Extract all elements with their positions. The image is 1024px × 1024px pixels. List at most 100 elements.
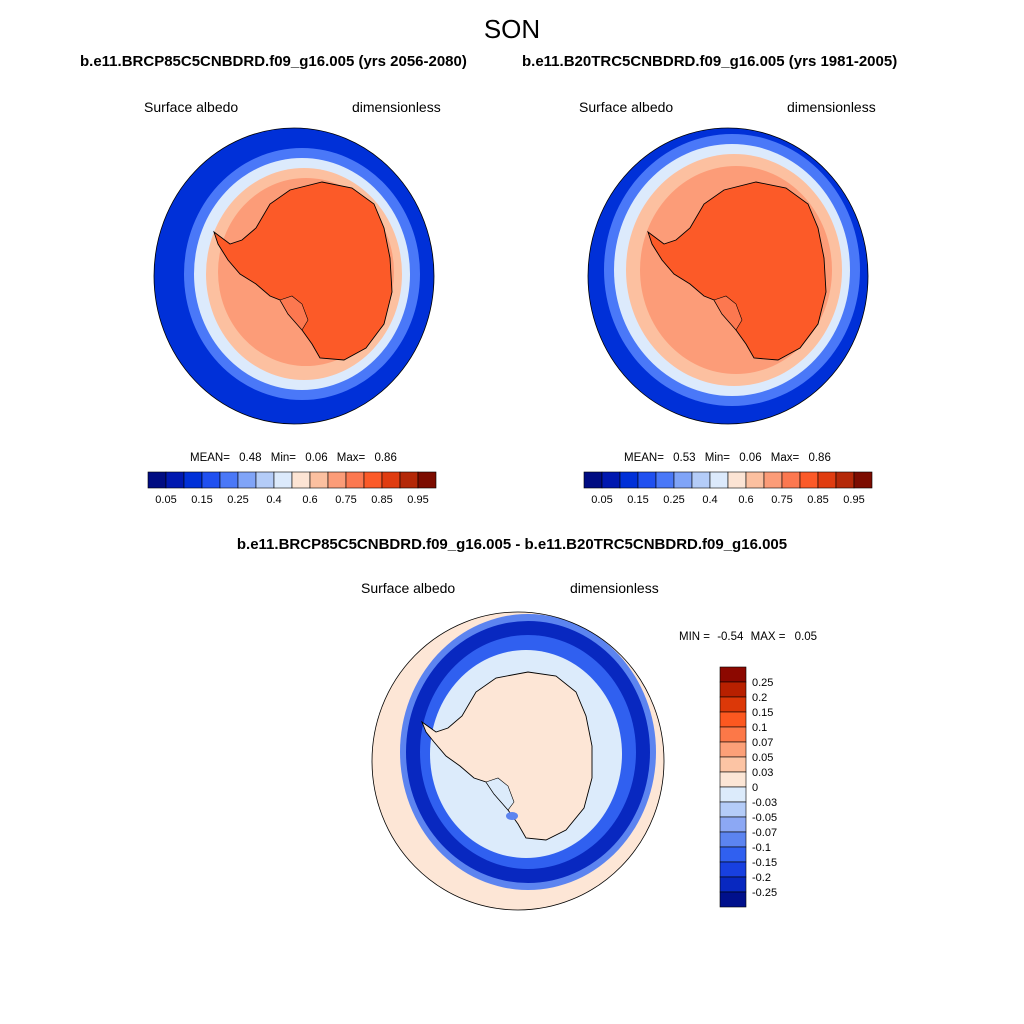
panel2-colorbar-box-7 <box>709 471 729 489</box>
diff-colorbar-tick-label: -0.15 <box>752 857 777 869</box>
diff-colorbar-box-3 <box>719 711 747 728</box>
panel1-colorbar-tick-label: 0.15 <box>191 494 212 506</box>
panel1-colorbar-box-15 <box>417 471 437 489</box>
panel2-units-label: dimensionless <box>787 99 876 115</box>
diff-colorbar-tick-label: 0.07 <box>752 737 773 749</box>
diff-colorbar-tick-label: -0.07 <box>752 827 777 839</box>
panel1-colorbar-box-0 <box>147 471 167 489</box>
panel2-colorbar-box-0 <box>583 471 603 489</box>
panel1-colorbar-box-7 <box>273 471 293 489</box>
panel1-colorbar-box-2 <box>183 471 203 489</box>
panel2-mean-label: MEAN= <box>624 452 664 464</box>
panel2-colorbar-tick-label: 0.25 <box>663 494 684 506</box>
panel2-min-value: 0.06 <box>739 452 762 464</box>
diff-colorbar-box-15 <box>719 891 747 908</box>
panel2-map-border <box>587 127 869 425</box>
diff-max-label: MAX = <box>750 631 786 643</box>
panel1-colorbar-tick-label: 0.4 <box>266 494 281 506</box>
diff-colorbar-box-8 <box>719 786 747 803</box>
panel1-colorbar-tick-label: 0.85 <box>371 494 392 506</box>
diff-colorbar-box-5 <box>719 741 747 758</box>
panel2-stats: MEAN= 0.53 Min= 0.06 Max= 0.86 <box>624 452 831 464</box>
panel2-map <box>587 127 869 425</box>
panel2-colorbar-box-8 <box>727 471 747 489</box>
panel1-colorbar-tick-label: 0.75 <box>335 494 356 506</box>
diff-variable-label: Surface albedo <box>361 580 456 596</box>
panel2-min-label: Min= <box>704 452 730 464</box>
panel1-antarctica <box>213 181 393 361</box>
panel2-colorbar-box-1 <box>601 471 621 489</box>
panel2-colorbar-box-15 <box>853 471 873 489</box>
diff-colorbar-box-9 <box>719 801 747 818</box>
panel1-variable-label: Surface albedo <box>144 99 239 115</box>
panel2-colorbar-tick-label: 0.4 <box>702 494 717 506</box>
panel1-title: b.e11.BRCP85C5CNBDRD.f09_g16.005 (yrs 20… <box>80 53 467 70</box>
panel1-colorbar-tick-label: 0.95 <box>407 494 428 506</box>
panel2-colorbar-box-2 <box>619 471 639 489</box>
panel1-mean-label: MEAN= <box>190 452 230 464</box>
diff-min-value: -0.54 <box>717 631 744 643</box>
panel2-colorbar-box-12 <box>799 471 819 489</box>
diff-colorbar-box-0 <box>719 666 747 683</box>
panel2-colorbar-tick-label: 0.75 <box>771 494 792 506</box>
panel2-colorbar-tick-label: 0.15 <box>627 494 648 506</box>
diff-min-label: MIN = <box>679 631 710 643</box>
diff-ross-sea-anomaly <box>506 812 518 820</box>
panel1-colorbar-box-13 <box>381 471 401 489</box>
diff-colorbar-box-12 <box>719 846 747 863</box>
panel1-ross-ice-shelf <box>279 295 309 331</box>
diff-ross-ice-shelf <box>485 777 515 811</box>
panel1-mean-value: 0.48 <box>239 452 262 464</box>
panel1-min-value: 0.06 <box>305 452 328 464</box>
diff-units-label: dimensionless <box>570 580 659 596</box>
diff-colorbar-tick-label: 0.25 <box>752 677 773 689</box>
panel1-colorbar-box-8 <box>291 471 311 489</box>
diff-colorbar-tick-label: 0.15 <box>752 707 773 719</box>
diff-colorbar-box-4 <box>719 726 747 743</box>
panel1-colorbar-box-10 <box>327 471 347 489</box>
diff-colorbar-tick-label: 0.1 <box>752 722 767 734</box>
panel1-min-label: Min= <box>270 452 296 464</box>
panel1-colorbar-box-4 <box>219 471 239 489</box>
panel1-colorbar-box-9 <box>309 471 329 489</box>
diff-antarctica <box>421 671 593 841</box>
diff-colorbar-tick-label: -0.25 <box>752 887 777 899</box>
diff-colorbar-tick-label: -0.1 <box>752 842 771 854</box>
panel2-colorbar-tick-label: 0.85 <box>807 494 828 506</box>
panel1-colorbar-box-5 <box>237 471 257 489</box>
diff-colorbar-tick-label: 0.05 <box>752 752 773 764</box>
diff-colorbar-box-10 <box>719 816 747 833</box>
diff-colorbar-tick-label: 0.03 <box>752 767 773 779</box>
panel1-colorbar: 0.05 0.15 0.25 0.4 0.6 0.75 0.85 0.95 <box>147 471 437 506</box>
diff-colorbar-tick-label: 0 <box>752 782 758 794</box>
diff-max-value: 0.05 <box>794 631 818 643</box>
panel2-colorbar-box-9 <box>745 471 765 489</box>
panel2-variable-label: Surface albedo <box>579 99 674 115</box>
diff-colorbar-box-1 <box>719 681 747 698</box>
panel2-colorbar-box-10 <box>763 471 783 489</box>
panel1-colorbar-box-11 <box>345 471 365 489</box>
diff-stats: MIN = -0.54 MAX = 0.05 <box>679 631 817 643</box>
panel2-colorbar-box-11 <box>781 471 801 489</box>
panel1-max-label: Max= <box>336 452 366 464</box>
diff-colorbar-tick-label: -0.2 <box>752 872 771 884</box>
panel1-map <box>153 127 435 425</box>
panel1-colorbar-box-1 <box>165 471 185 489</box>
diff-colorbar-tick-label: -0.03 <box>752 797 777 809</box>
diff-colorbar-tick-label: -0.05 <box>752 812 777 824</box>
diff-colorbar-box-6 <box>719 756 747 773</box>
panel2-max-value: 0.86 <box>808 452 831 464</box>
panel2-colorbar: 0.05 0.15 0.25 0.4 0.6 0.75 0.85 0.95 <box>583 471 873 506</box>
diff-title: b.e11.BRCP85C5CNBDRD.f09_g16.005 - b.e11… <box>236 536 788 553</box>
panel2-colorbar-box-4 <box>655 471 675 489</box>
panel1-map-border <box>153 127 435 425</box>
page-title: SON <box>483 14 541 44</box>
panel1-colorbar-tick-label: 0.05 <box>155 494 176 506</box>
panel1-colorbar-box-6 <box>255 471 275 489</box>
diff-map <box>371 611 665 911</box>
panel2-colorbar-box-6 <box>691 471 711 489</box>
panel2-colorbar-box-3 <box>637 471 657 489</box>
diff-colorbar-box-13 <box>719 861 747 878</box>
panel1-colorbar-tick-label: 0.6 <box>302 494 317 506</box>
panel1-colorbar-box-3 <box>201 471 221 489</box>
